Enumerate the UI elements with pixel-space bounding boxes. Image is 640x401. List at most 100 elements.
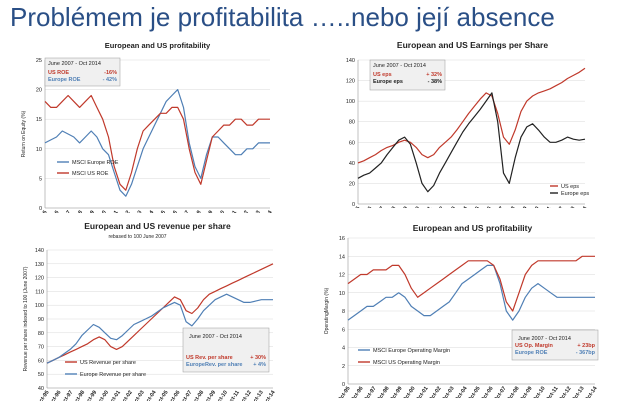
annotation-value: + 30%	[250, 355, 266, 361]
x-tick-label: Oct-09	[200, 210, 215, 213]
annotation-value: + 23bp	[577, 343, 595, 349]
legend-label: US eps	[561, 184, 579, 190]
x-tick-label: Oct-14	[259, 209, 274, 213]
y-tick-label: 80	[349, 120, 355, 126]
y-tick-label: 80	[38, 331, 44, 337]
y-tick-label: 5	[39, 176, 42, 182]
y-tick-label: 0	[352, 202, 355, 208]
x-tick-label: Oct-10	[526, 206, 541, 208]
x-tick-label: Oct-99	[389, 386, 404, 398]
x-tick-label: Oct-99	[395, 206, 410, 208]
x-tick-label: Oct-09	[202, 390, 217, 401]
x-tick-label: Oct-05	[155, 390, 170, 401]
y-tick-label: 14	[339, 254, 345, 260]
chart-title: European and US profitability	[413, 223, 533, 233]
annotation-label: Europe eps	[373, 79, 403, 85]
y-tick-label: 140	[346, 58, 355, 64]
x-tick-label: Oct-12	[550, 206, 565, 208]
annotation-value: - 367bp	[576, 350, 596, 356]
y-tick-label: 15	[36, 117, 42, 123]
x-tick-label: Oct-00	[93, 210, 108, 213]
legend-label: MSCI Europe ROE	[72, 160, 119, 166]
series-line-1	[44, 94, 270, 191]
x-tick-label: Oct-13	[571, 386, 586, 398]
annotation-period: June 2007 - Oct 2014	[189, 334, 242, 340]
annotation-box	[511, 329, 599, 361]
x-tick-label: Oct-06	[167, 390, 182, 401]
x-tick-label: Oct-98	[72, 390, 87, 401]
x-tick-label: Oct-99	[81, 210, 96, 213]
series-line-1	[46, 293, 273, 364]
series-line-0	[347, 264, 595, 321]
y-tick-label: 0	[39, 206, 42, 212]
chart-europe-us-eps: European and US Earnings per Share 0 20 40 6…	[346, 40, 590, 208]
x-tick-label: Oct-07	[179, 390, 194, 401]
slide-title: Problémem je profitabilita …..nebo její …	[10, 2, 555, 32]
annotation-box	[44, 57, 121, 87]
x-tick-label: Oct-07	[490, 206, 505, 208]
chart-europe-us-operating-margin: European and US profitability 0 2 4 6 8 10 12 14…	[324, 223, 599, 398]
y-tick-label: 130	[35, 262, 44, 268]
y-tick-label: 20	[349, 181, 355, 187]
x-tick-label: Oct-97	[60, 390, 75, 401]
y-tick-label: 100	[346, 99, 355, 105]
annotation-value: + 32%	[426, 72, 442, 78]
x-tick-label: Oct-03	[129, 210, 144, 213]
x-tick-label: Oct-97	[371, 206, 386, 208]
y-tick-label: 40	[38, 386, 44, 392]
annotation-box	[182, 327, 270, 373]
x-tick-label: Oct-08	[188, 210, 203, 213]
y-tick-label: 4	[342, 346, 345, 352]
x-tick-label: Oct-02	[428, 386, 443, 398]
x-tick-label: Oct-05	[152, 210, 167, 213]
x-tick-label: Oct-11	[226, 390, 241, 401]
x-tick-label: Oct-06	[478, 206, 493, 208]
legend-label: MSCI Europe Operating Margin	[373, 348, 450, 354]
y-axis-label: Return on Equity (%)	[21, 110, 27, 157]
y-tick-label: 100	[35, 303, 44, 309]
x-tick-label: Oct-08	[502, 206, 517, 208]
x-tick-label: Oct-02	[117, 210, 132, 213]
y-tick-label: 10	[339, 291, 345, 297]
x-tick-label: Oct-00	[95, 390, 110, 401]
x-tick-label: Oct-06	[164, 210, 179, 213]
x-tick-label: Oct-09	[514, 206, 529, 208]
x-tick-label: Oct-00	[402, 386, 417, 398]
x-tick-label: Oct-11	[545, 386, 560, 398]
x-tick-label: Oct-08	[191, 390, 206, 401]
x-tick-label: Oct-96	[350, 386, 365, 398]
x-tick-label: Oct-10	[532, 386, 547, 398]
x-tick-label: Oct-95	[337, 386, 352, 398]
x-tick-label: Oct-09	[519, 386, 534, 398]
y-tick-label: 70	[38, 345, 44, 351]
y-tick-label: 12	[339, 273, 345, 279]
x-tick-label: Oct-00	[407, 206, 422, 208]
x-tick-label: Oct-11	[538, 206, 553, 208]
y-tick-label: 60	[38, 358, 44, 364]
x-tick-label: Oct-13	[562, 206, 577, 208]
x-tick-label: Oct-07	[176, 210, 191, 213]
series-line-1	[357, 92, 586, 193]
x-tick-label: Oct-04	[454, 205, 469, 208]
annotation-value: + 4%	[253, 362, 266, 368]
y-tick-label: 25	[36, 58, 42, 64]
x-tick-label: Oct-96	[359, 206, 374, 208]
x-tick-label: Oct-13	[250, 390, 265, 401]
y-tick-label: 90	[38, 317, 44, 323]
annotation-label: US ROE	[48, 70, 69, 76]
legend-label: MSCI US ROE	[72, 171, 109, 177]
chart-title: European and US Earnings per Share	[397, 40, 548, 50]
series-line-0	[44, 88, 270, 197]
x-tick-label: Oct-01	[107, 390, 122, 401]
y-tick-label: 8	[342, 309, 345, 315]
x-tick-label: Oct-03	[131, 390, 146, 401]
x-tick-label: Oct-06	[480, 386, 495, 398]
y-tick-label: 6	[342, 327, 345, 333]
y-tick-label: 0	[342, 382, 345, 388]
annotation-value: -16%	[104, 70, 117, 76]
annotation-period: June 2007 - Oct 2014	[518, 336, 571, 342]
annotation-period: June 2007 - Oct 2014	[48, 61, 101, 67]
y-tick-label: 16	[339, 236, 345, 242]
annotation-label: US eps	[373, 72, 392, 78]
y-tick-label: 60	[349, 140, 355, 146]
